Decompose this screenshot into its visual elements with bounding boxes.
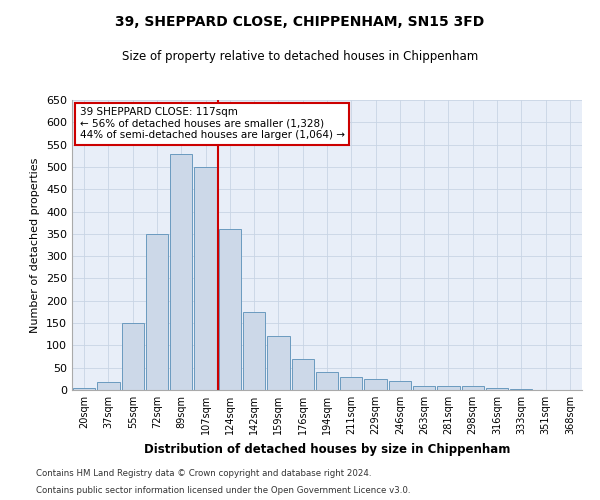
- Text: Size of property relative to detached houses in Chippenham: Size of property relative to detached ho…: [122, 50, 478, 63]
- Bar: [218, 230, 241, 390]
- Bar: [292, 359, 314, 390]
- Text: Contains HM Land Registry data © Crown copyright and database right 2024.: Contains HM Land Registry data © Crown c…: [36, 468, 371, 477]
- X-axis label: Distribution of detached houses by size in Chippenham: Distribution of detached houses by size …: [144, 442, 510, 456]
- Text: 39, SHEPPARD CLOSE, CHIPPENHAM, SN15 3FD: 39, SHEPPARD CLOSE, CHIPPENHAM, SN15 3FD: [115, 15, 485, 29]
- Bar: [194, 167, 217, 390]
- Bar: [413, 386, 436, 390]
- Bar: [97, 382, 119, 390]
- Bar: [146, 234, 168, 390]
- Bar: [437, 386, 460, 390]
- Bar: [364, 379, 387, 390]
- Bar: [267, 336, 290, 390]
- Bar: [73, 388, 95, 390]
- Bar: [389, 381, 411, 390]
- Bar: [122, 323, 144, 390]
- Y-axis label: Number of detached properties: Number of detached properties: [31, 158, 40, 332]
- Bar: [510, 388, 532, 390]
- Text: Contains public sector information licensed under the Open Government Licence v3: Contains public sector information licen…: [36, 486, 410, 495]
- Bar: [170, 154, 193, 390]
- Bar: [340, 376, 362, 390]
- Bar: [243, 312, 265, 390]
- Bar: [486, 388, 508, 390]
- Bar: [461, 386, 484, 390]
- Bar: [316, 372, 338, 390]
- Text: 39 SHEPPARD CLOSE: 117sqm
← 56% of detached houses are smaller (1,328)
44% of se: 39 SHEPPARD CLOSE: 117sqm ← 56% of detac…: [80, 108, 344, 140]
